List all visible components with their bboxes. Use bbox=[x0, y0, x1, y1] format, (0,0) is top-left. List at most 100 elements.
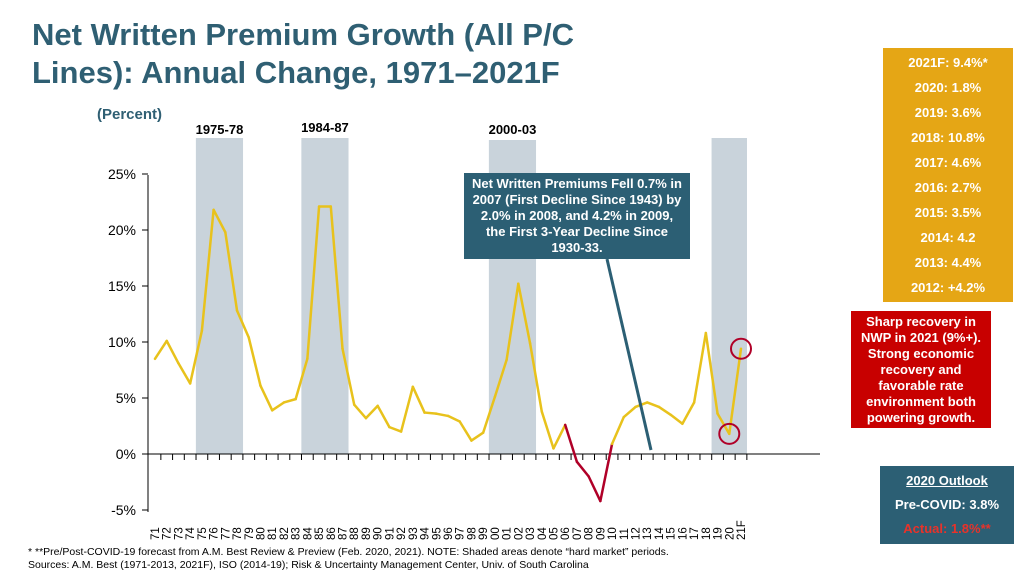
x-tick-label: 08 bbox=[584, 527, 596, 540]
data-segment bbox=[645, 401, 661, 409]
data-segment bbox=[153, 339, 168, 361]
x-tick-label: 09 bbox=[595, 527, 607, 540]
callout-pointer bbox=[605, 258, 653, 451]
data-segment bbox=[188, 329, 204, 385]
x-tick-label: 95 bbox=[431, 527, 443, 540]
footnote-line-1: * **Pre/Post-COVID-19 forecast from A.M.… bbox=[28, 546, 669, 558]
outlook-pre-covid: Pre-COVID: 3.8% bbox=[894, 497, 1000, 512]
y-tick-label: 0% bbox=[116, 446, 136, 462]
x-tick-label: 88 bbox=[349, 527, 361, 540]
data-segment bbox=[235, 309, 251, 339]
x-tick-label: 77 bbox=[220, 527, 232, 540]
x-tick-label: 18 bbox=[701, 527, 713, 540]
outlook-box: 2020 Outlook Pre-COVID: 3.8% Actual: 1.8… bbox=[880, 466, 1014, 544]
y-tick-label: 20% bbox=[108, 222, 136, 238]
x-tick-label: 02 bbox=[513, 527, 525, 540]
data-segment bbox=[270, 401, 286, 412]
data-segment bbox=[224, 230, 239, 312]
data-segment bbox=[657, 405, 672, 417]
data-segment bbox=[587, 475, 602, 503]
x-tick-label: 98 bbox=[466, 527, 478, 540]
yearly-value-item: 2012: +4.2% bbox=[910, 280, 986, 295]
x-tick-label: 19 bbox=[713, 527, 725, 540]
data-segment bbox=[247, 336, 262, 387]
data-segment bbox=[177, 362, 192, 385]
page-title: Net Written Premium Growth (All P/C Line… bbox=[32, 17, 574, 90]
x-tick-label: 00 bbox=[490, 527, 502, 540]
x-tick-label: 91 bbox=[384, 527, 396, 540]
data-segment bbox=[575, 460, 590, 478]
y-tick-label: 15% bbox=[108, 278, 136, 294]
circled-point-20 bbox=[718, 422, 741, 445]
outlook-title: 2020 Outlook bbox=[906, 473, 988, 488]
data-segment bbox=[435, 412, 450, 418]
y-tick-label: -5% bbox=[111, 502, 136, 518]
data-segment bbox=[364, 404, 379, 420]
x-tick-label: 97 bbox=[455, 527, 467, 540]
data-segment bbox=[692, 331, 708, 404]
yearly-value-item: 2019: 3.6% bbox=[914, 105, 982, 120]
data-segment bbox=[200, 208, 215, 333]
x-tick-label: 17 bbox=[689, 527, 701, 540]
recovery-note: Sharp recovery in NWP in 2021 (9%+). Str… bbox=[851, 311, 991, 428]
x-tick-label: 96 bbox=[443, 527, 455, 540]
x-tick-label: 07 bbox=[572, 527, 584, 540]
x-tick-label: 72 bbox=[162, 527, 174, 540]
yearly-value-item: 2021F: 9.4%* bbox=[908, 55, 988, 70]
x-tick-label: 21F bbox=[736, 520, 748, 540]
x-tick-label: 10 bbox=[607, 527, 619, 540]
yearly-value-item: 2013: 4.4% bbox=[914, 255, 982, 270]
x-tick-label: 81 bbox=[267, 527, 279, 540]
x-tick-label: 82 bbox=[279, 527, 291, 540]
x-tick-label: 71 bbox=[150, 527, 162, 540]
data-segment bbox=[259, 384, 274, 412]
x-tick-label: 05 bbox=[548, 527, 560, 540]
x-tick-label: 86 bbox=[326, 527, 338, 540]
shaded-period-label: 1984-87 bbox=[301, 120, 349, 135]
x-tick-label: 75 bbox=[197, 527, 209, 540]
x-tick-label: 93 bbox=[408, 527, 420, 540]
yearly-values-panel: 2021F: 9.4%* 2020: 1.8% 2019: 3.6% 2018: 10… bbox=[883, 48, 1013, 302]
x-tick-label: 73 bbox=[173, 527, 185, 540]
data-segment bbox=[622, 405, 637, 419]
data-segment bbox=[669, 413, 684, 426]
data-segment bbox=[681, 401, 696, 426]
x-tick-label: 83 bbox=[291, 527, 303, 540]
data-segment bbox=[610, 415, 626, 446]
x-tick-label: 03 bbox=[525, 527, 537, 540]
data-segment bbox=[388, 425, 403, 433]
chart-subtitle: (Percent) bbox=[97, 106, 163, 123]
x-tick-label: 15 bbox=[666, 527, 678, 540]
x-tick-label: 20 bbox=[724, 527, 736, 540]
data-segment bbox=[458, 420, 473, 442]
yearly-value-item: 2020: 1.8% bbox=[914, 80, 982, 95]
data-segment bbox=[599, 442, 614, 503]
data-segment bbox=[165, 339, 180, 365]
data-segment bbox=[716, 412, 731, 436]
x-tick-label: 16 bbox=[677, 527, 689, 540]
data-segment bbox=[505, 282, 520, 362]
data-segment bbox=[481, 395, 497, 434]
y-tick-label: 5% bbox=[116, 390, 136, 406]
data-segment bbox=[294, 357, 309, 401]
data-segment bbox=[212, 208, 227, 234]
footnote: * **Pre/Post-COVID-19 forecast from A.M.… bbox=[28, 546, 1008, 572]
y-tick-label: 25% bbox=[108, 166, 136, 182]
data-segment bbox=[329, 205, 344, 350]
x-tick-label: 99 bbox=[478, 527, 490, 540]
x-tick-label: 87 bbox=[338, 527, 350, 540]
data-segment bbox=[552, 423, 567, 450]
x-tick-label: 84 bbox=[302, 527, 314, 540]
x-tick-label: 94 bbox=[420, 527, 432, 540]
outlook-actual: Actual: 1.8%** bbox=[903, 521, 991, 536]
yearly-value-item: 2018: 10.8% bbox=[911, 130, 985, 145]
data-segment bbox=[470, 431, 485, 442]
x-tick-label: 04 bbox=[537, 527, 549, 540]
x-tick-label: 13 bbox=[642, 527, 654, 540]
data-segment bbox=[423, 411, 438, 415]
y-tick-label: 10% bbox=[108, 334, 136, 350]
x-tick-label: 01 bbox=[502, 527, 514, 540]
data-segment bbox=[446, 414, 461, 423]
data-segment bbox=[411, 385, 426, 414]
x-tick-label: 79 bbox=[244, 527, 256, 540]
